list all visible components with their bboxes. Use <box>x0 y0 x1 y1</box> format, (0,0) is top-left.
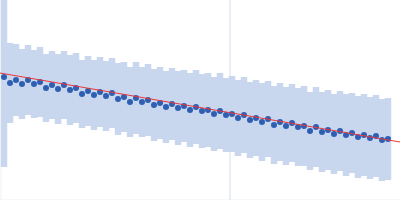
error-bar <box>139 67 146 137</box>
error-bar <box>127 67 134 137</box>
error-bar <box>175 71 182 145</box>
error-bar <box>31 50 38 118</box>
data-point <box>19 81 25 87</box>
error-bar <box>97 57 104 127</box>
error-bar <box>103 61 110 131</box>
error-bar <box>91 60 98 130</box>
data-point <box>43 85 49 91</box>
error-bar <box>355 96 362 178</box>
data-point <box>331 131 337 137</box>
data-point <box>91 92 97 98</box>
error-bar <box>283 87 290 165</box>
data-point <box>307 128 313 134</box>
error-bar <box>343 94 350 176</box>
error-bar <box>115 63 122 135</box>
chart <box>0 0 400 200</box>
data-point <box>175 105 181 111</box>
error-bar <box>259 83 266 161</box>
error-bar <box>385 98 392 180</box>
fit-line <box>0 73 400 142</box>
error-bar <box>43 54 50 122</box>
error-bar <box>367 97 374 179</box>
data-point <box>55 86 61 92</box>
error-bar <box>49 51 56 119</box>
data-point <box>247 117 253 123</box>
data-point <box>103 93 109 99</box>
data-point <box>61 82 67 88</box>
data-point <box>385 136 391 142</box>
data-point <box>271 122 277 128</box>
data-point <box>1 74 7 80</box>
data-point <box>205 107 211 113</box>
data-point <box>67 87 73 93</box>
error-bar <box>1 0 8 167</box>
error-bar <box>319 92 326 172</box>
error-bar <box>79 60 86 128</box>
error-bar <box>295 88 302 166</box>
error-bar <box>61 51 68 119</box>
data-point <box>223 112 229 118</box>
data-point <box>235 115 241 121</box>
data-point <box>163 104 169 110</box>
data-point <box>379 137 385 143</box>
error-bar <box>85 56 92 126</box>
data-point <box>283 123 289 129</box>
error-bar <box>229 76 236 152</box>
error-bar <box>25 45 32 115</box>
error-bar <box>121 62 128 132</box>
error-bar <box>7 43 14 123</box>
data-point <box>367 135 373 141</box>
data-point <box>31 81 37 87</box>
error-bar <box>67 55 74 125</box>
error-bar <box>379 99 386 181</box>
error-bar <box>373 95 380 177</box>
error-bar <box>271 86 278 164</box>
error-bar <box>331 94 338 174</box>
data-point <box>79 91 85 97</box>
data-point <box>199 108 205 114</box>
error-bar <box>163 71 170 143</box>
data-point <box>151 102 157 108</box>
data-point <box>139 99 145 105</box>
data-point <box>7 80 13 86</box>
data-point <box>211 111 217 117</box>
error-bar <box>73 53 80 123</box>
error-bar <box>307 92 314 170</box>
error-bar <box>133 62 140 134</box>
error-bar <box>145 64 152 136</box>
data-point <box>13 77 19 83</box>
error-bar <box>181 70 188 142</box>
error-bar <box>247 82 254 158</box>
error-bar <box>187 73 194 147</box>
error-bar <box>55 54 62 124</box>
data-point <box>115 96 121 102</box>
plot-area <box>0 0 400 200</box>
error-bar <box>19 49 26 119</box>
data-point <box>259 119 265 125</box>
error-bar <box>235 80 242 156</box>
data-point <box>49 82 55 88</box>
error-bar <box>37 47 44 117</box>
data-point <box>187 107 193 113</box>
data-point <box>127 99 133 105</box>
error-bar <box>223 78 230 152</box>
error-bar <box>199 74 206 148</box>
data-point <box>229 111 235 117</box>
error-bar <box>157 67 164 139</box>
error-bar <box>205 73 212 147</box>
error-bar <box>169 68 176 140</box>
data-point <box>319 129 325 135</box>
error-bar <box>13 44 20 116</box>
error-bar <box>151 69 158 141</box>
error-bar <box>211 77 218 151</box>
